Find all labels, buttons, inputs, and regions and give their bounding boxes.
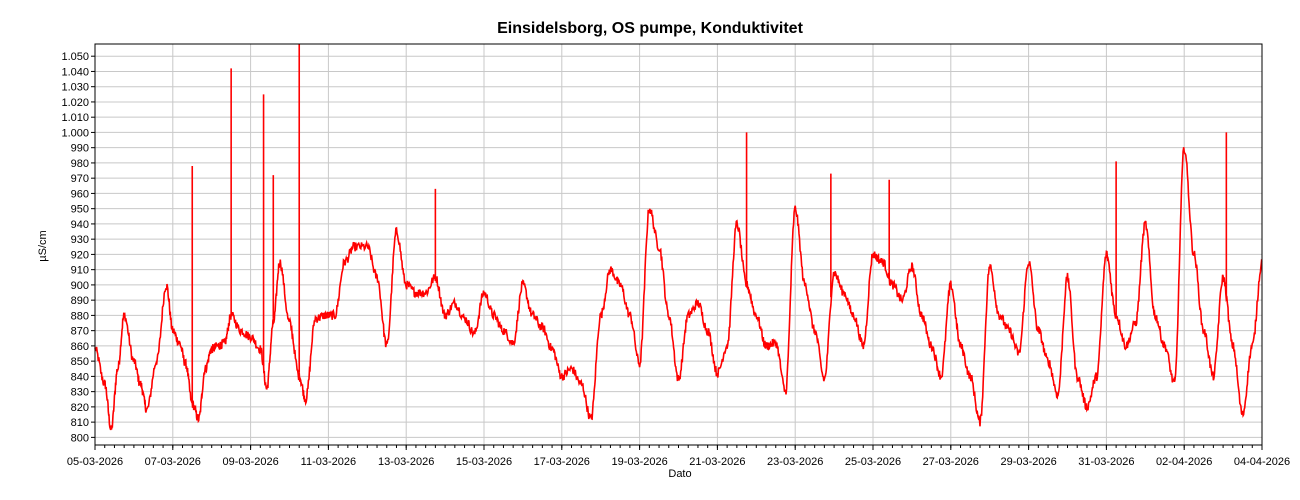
y-tick-label: 1.020 — [61, 97, 89, 109]
x-tick-label: 17-03-2026 — [534, 456, 590, 468]
plot-area — [95, 44, 1262, 445]
x-tick-label: 21-03-2026 — [689, 456, 745, 468]
x-tick-label: 02-04-2026 — [1156, 456, 1212, 468]
y-tick-label: 840 — [71, 371, 89, 383]
x-tick-label: 31-03-2026 — [1078, 456, 1134, 468]
x-axis-label: Dato — [668, 468, 691, 480]
y-tick-label: 870 — [71, 326, 89, 338]
x-tick-label: 11-03-2026 — [301, 456, 356, 468]
x-tick-label: 05-03-2026 — [67, 456, 123, 468]
y-tick-label: 960 — [71, 188, 89, 200]
plot-frame — [94, 43, 1263, 446]
x-tick-label: 07-03-2026 — [145, 456, 201, 468]
x-tick-label: 15-03-2026 — [456, 456, 512, 468]
y-tick-label: 1.050 — [61, 51, 89, 63]
y-tick-label: 980 — [71, 158, 89, 170]
x-tick-label: 09-03-2026 — [222, 456, 278, 468]
y-tick-label: 860 — [71, 341, 89, 353]
x-tick-label: 29-03-2026 — [1000, 456, 1056, 468]
y-tick-label: 1.030 — [61, 82, 89, 94]
y-tick-label: 820 — [71, 402, 89, 414]
y-tick-label: 900 — [71, 280, 89, 292]
y-tick-label: 850 — [71, 356, 89, 368]
chart-title: Einsidelsborg, OS pumpe, Konduktivitet — [497, 20, 803, 37]
axis-layer: 800 810 820 830 840 850 860 870 880 890 900 910 920 9… — [61, 43, 1290, 468]
y-tick-label: 990 — [71, 143, 89, 155]
x-tick-label: 25-03-2026 — [845, 456, 901, 468]
x-tick-label: 13-03-2026 — [378, 456, 434, 468]
y-tick-label: 920 — [71, 249, 89, 261]
y-axis-label: µS/cm — [37, 230, 49, 261]
y-tick-label: 830 — [71, 387, 89, 399]
grid-layer — [94, 44, 1263, 445]
x-tick-label: 19-03-2026 — [611, 456, 667, 468]
y-tick-label: 1.010 — [61, 112, 89, 124]
y-tick-label: 930 — [71, 234, 89, 246]
y-tick-label: 800 — [71, 432, 89, 444]
series-line — [94, 147, 1263, 431]
x-tick-label: 04-04-2026 — [1234, 456, 1290, 468]
y-tick-label: 950 — [71, 204, 89, 216]
y-tick-label: 940 — [71, 219, 89, 231]
x-tick-label: 27-03-2026 — [923, 456, 979, 468]
x-tick-label: 23-03-2026 — [767, 456, 823, 468]
line-layer — [94, 44, 1263, 431]
y-tick-label: 1.040 — [61, 66, 89, 78]
y-tick-label: 810 — [71, 417, 89, 429]
y-tick-label: 910 — [71, 265, 89, 277]
y-tick-label: 1.000 — [61, 127, 89, 139]
y-tick-label: 890 — [71, 295, 89, 307]
y-tick-label: 880 — [71, 310, 89, 322]
y-tick-label: 970 — [71, 173, 89, 185]
